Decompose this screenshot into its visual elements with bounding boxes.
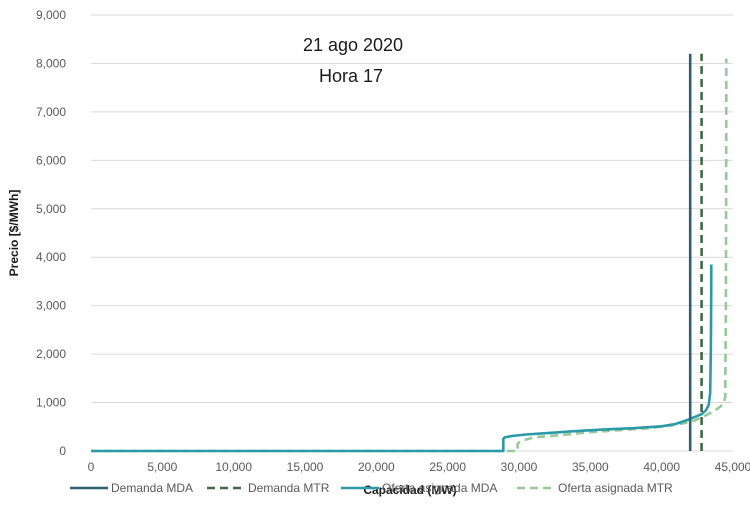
legend-label: Demanda MDA — [111, 481, 193, 495]
legend-label: Demanda MTR — [248, 481, 330, 495]
x-tick-label: 5,000 — [147, 460, 177, 474]
x-tick-label: 20,000 — [358, 460, 395, 474]
y-tick-label: 4,000 — [36, 250, 66, 264]
legend-item: Demanda MDA — [70, 481, 193, 495]
y-tick-label: 9,000 — [36, 8, 66, 22]
y-tick-label: 2,000 — [36, 347, 66, 361]
series-line-oferta-asignada-mtr — [91, 58, 728, 453]
x-tick-label: 40,000 — [643, 460, 680, 474]
x-axis-title: Capacidad (MW) — [363, 483, 456, 497]
x-tick-label: 35,000 — [572, 460, 609, 474]
x-tick-labels: 0 5,000 10,000 15,000 20,000 25,000 30,000 35,0… — [88, 460, 750, 474]
y-tick-labels: 0 1,000 2,000 3,000 4,000 5,000 6,000 7,000 8,00… — [36, 8, 66, 458]
y-tick-label: 1,000 — [36, 396, 66, 410]
annotation-hour: Hora 17 — [319, 66, 383, 86]
y-tick-label: 5,000 — [36, 202, 66, 216]
y-tick-label: 7,000 — [36, 105, 66, 119]
y-tick-label: 0 — [59, 444, 66, 458]
legend-label: Oferta asignada MTR — [558, 481, 673, 495]
x-tick-label: 30,000 — [501, 460, 538, 474]
y-tick-label: 6,000 — [36, 153, 66, 167]
y-tick-label: 3,000 — [36, 299, 66, 313]
gridlines — [91, 14, 733, 452]
legend-label: Oferta asignada MDA — [382, 481, 497, 495]
annotation-date: 21 ago 2020 — [303, 35, 403, 55]
x-tick-label: 10,000 — [215, 460, 252, 474]
legend-item: Oferta asignada MTR — [517, 481, 673, 495]
x-tick-label: 0 — [88, 460, 95, 474]
legend: Demanda MDA Demanda MTR Oferta asignada MD… — [70, 481, 673, 495]
x-tick-label: 45,000 — [715, 460, 750, 474]
y-tick-label: 8,000 — [36, 56, 66, 70]
x-tick-label: 15,000 — [287, 460, 324, 474]
series-lines — [91, 53, 728, 453]
legend-item: Oferta asignada MDA — [341, 481, 497, 495]
x-tick-label: 25,000 — [429, 460, 466, 474]
series-line-oferta-asignada-mda — [91, 264, 713, 453]
y-axis-title: Precio [$/MWh] — [7, 190, 21, 277]
legend-item: Demanda MTR — [207, 481, 330, 495]
